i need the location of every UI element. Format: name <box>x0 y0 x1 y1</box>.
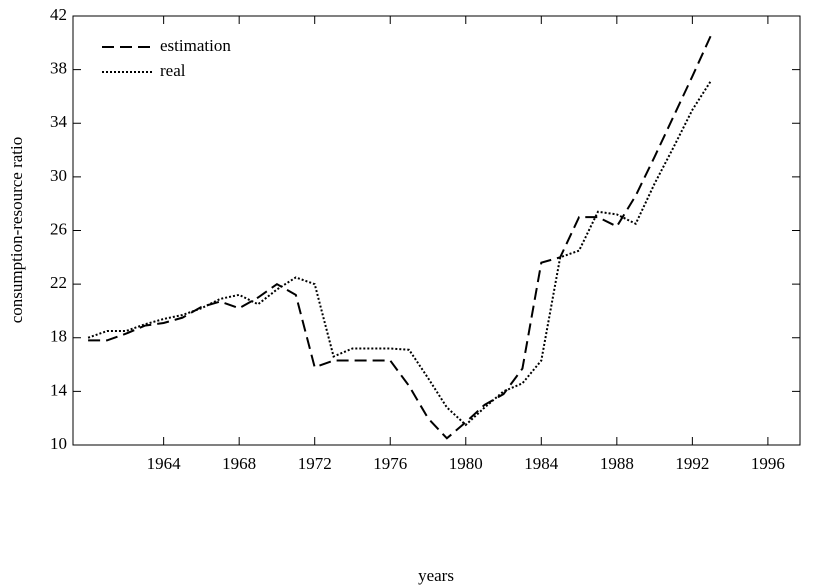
x-tick-label: 1980 <box>449 454 483 473</box>
x-tick-label: 1976 <box>373 454 407 473</box>
plot-frame <box>72 15 801 446</box>
x-tick-label: 1992 <box>675 454 709 473</box>
y-tick-label: 10 <box>50 434 67 453</box>
data-line <box>87 79 713 427</box>
y-axis-label: consumption-resource ratio <box>7 137 26 323</box>
x-tick-label: 1988 <box>600 454 634 473</box>
x-tick-label: 1972 <box>298 454 332 473</box>
y-tick-label: 22 <box>50 273 67 292</box>
x-tick-label: 1996 <box>751 454 785 473</box>
y-tick-label: 30 <box>50 166 67 185</box>
y-tick-label: 14 <box>50 380 68 399</box>
x-tick-label: 1984 <box>524 454 559 473</box>
legend-label: real <box>160 61 186 80</box>
x-tick-label: 1964 <box>147 454 182 473</box>
y-tick-label: 26 <box>50 219 67 238</box>
x-tick-label: 1968 <box>222 454 256 473</box>
y-tick-label: 42 <box>50 5 67 24</box>
x-axis-label: years <box>418 566 454 585</box>
y-tick-label: 18 <box>50 327 67 346</box>
legend-label: estimation <box>160 36 231 55</box>
y-tick-label: 38 <box>50 59 67 78</box>
data-line <box>88 34 713 440</box>
y-tick-label: 34 <box>50 112 68 131</box>
